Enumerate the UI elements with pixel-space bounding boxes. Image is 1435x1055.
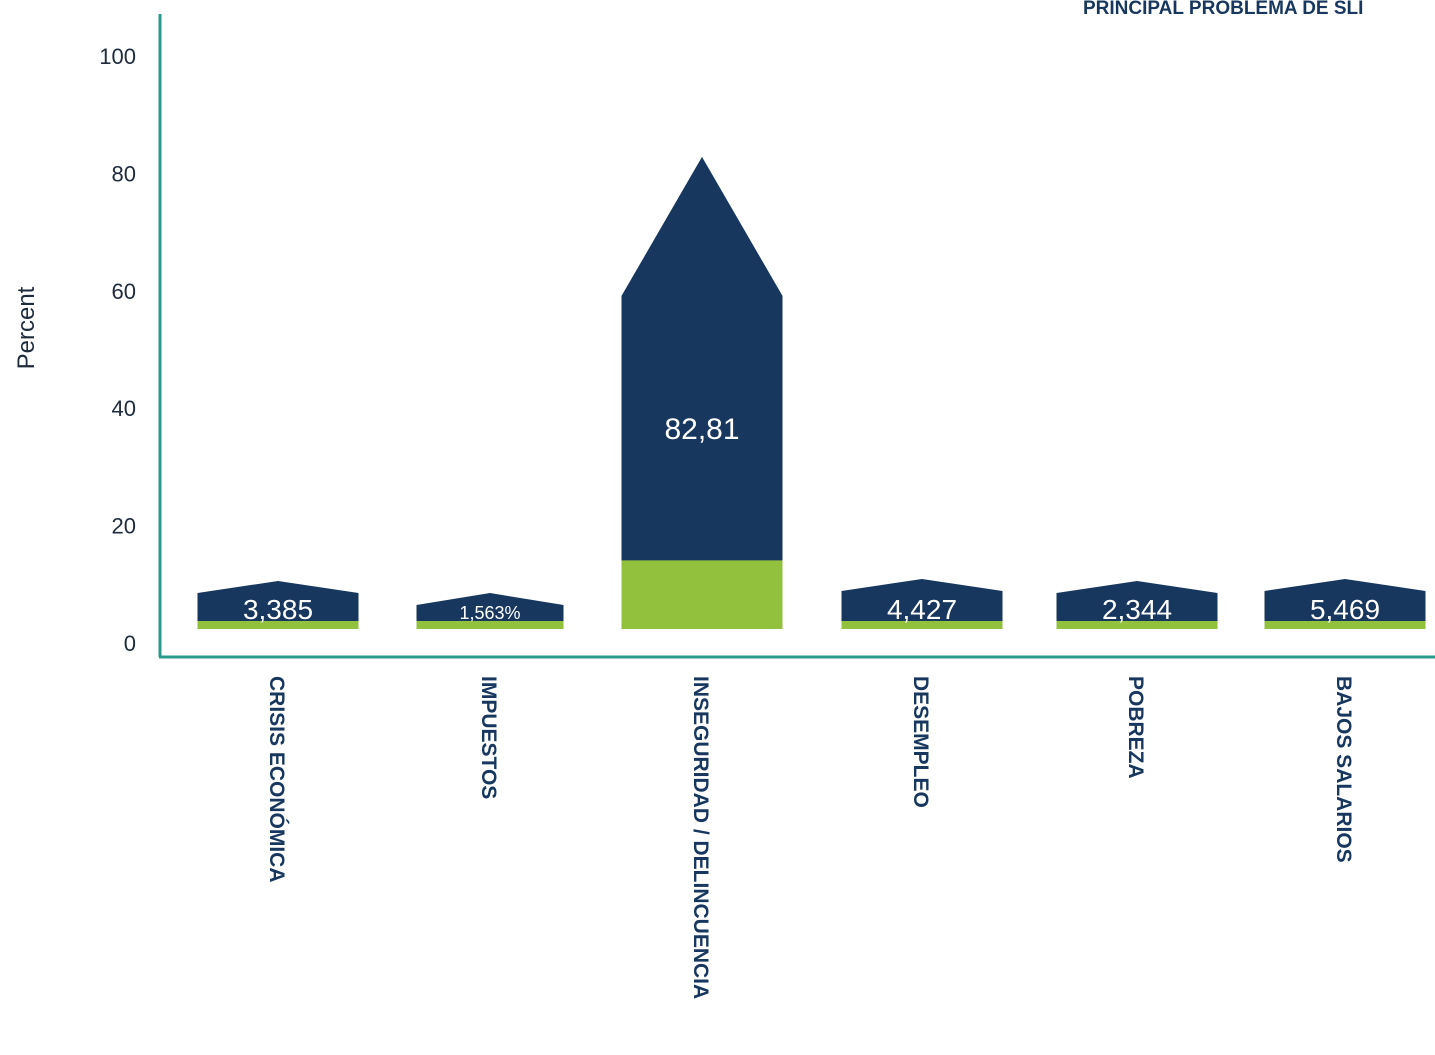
data-label: 4,427 — [887, 594, 957, 625]
y-tick-label: 80 — [112, 161, 136, 186]
bar-base — [197, 621, 359, 629]
y-tick-label: 0 — [124, 631, 136, 656]
chart-title: PRINCIPAL PROBLEMA DE SLI — [1083, 0, 1363, 19]
bar-base — [841, 621, 1003, 629]
data-label: 82,81 — [664, 413, 739, 446]
data-label: 3,385 — [243, 594, 313, 625]
bar: 82,81 — [621, 156, 783, 629]
bar-shape — [1264, 579, 1426, 621]
bar: 5,469 — [1264, 579, 1426, 629]
y-tick-label: 100 — [99, 44, 136, 69]
bar-base — [621, 560, 783, 629]
bar-base — [416, 621, 564, 629]
data-label: 1,563% — [459, 603, 520, 623]
y-tick-label: 20 — [112, 514, 136, 539]
category-label: POBREZA — [1124, 676, 1147, 779]
category-label: BAJOS SALARIOS — [1332, 676, 1355, 863]
data-label: 2,344 — [1102, 594, 1172, 625]
bar-shape — [841, 579, 1003, 621]
bars: 3,385 1,563% 82,81 4,427 2,344 5,469 — [197, 156, 1426, 629]
bar: 1,563% — [416, 593, 564, 629]
category-label: DESEMPLEO — [909, 676, 932, 808]
category-label: INSEGURIDAD / DELINCUENCIA — [689, 676, 712, 999]
category-label: IMPUESTOS — [477, 676, 500, 799]
bar-base — [1264, 621, 1426, 629]
bar-shape — [197, 581, 359, 621]
y-axis-ticks: 0 20 40 60 80 100 — [99, 44, 136, 656]
bar: 2,344 — [1056, 581, 1218, 629]
bar-shape — [1056, 581, 1218, 621]
bar-shape — [621, 156, 783, 629]
category-label: CRISIS ECONÓMICA — [265, 676, 289, 883]
bar-shape — [416, 593, 564, 621]
y-tick-label: 40 — [112, 396, 136, 421]
bar-base — [1056, 621, 1218, 629]
data-label: 5,469 — [1310, 594, 1380, 625]
bar: 3,385 — [197, 581, 359, 629]
bar: 4,427 — [841, 579, 1003, 629]
y-axis-label: Percent — [13, 286, 40, 369]
category-labels: CRISIS ECONÓMICA IMPUESTOS INSEGURIDAD / D… — [265, 676, 1355, 999]
y-tick-label: 60 — [112, 279, 136, 304]
